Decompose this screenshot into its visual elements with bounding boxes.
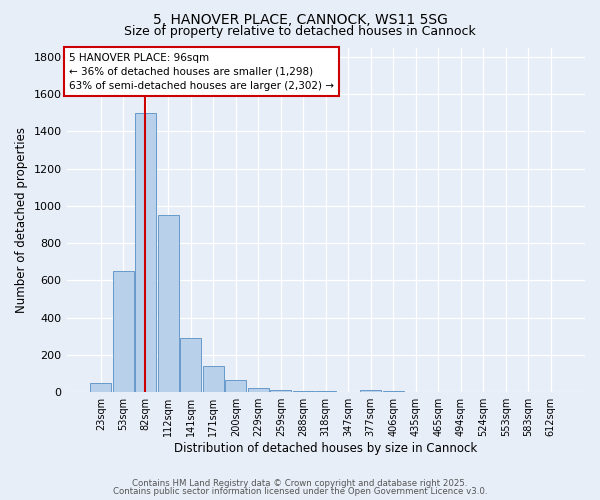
Bar: [203, 366, 224, 392]
Bar: [113, 271, 134, 392]
Text: 5, HANOVER PLACE, CANNOCK, WS11 5SG: 5, HANOVER PLACE, CANNOCK, WS11 5SG: [152, 12, 448, 26]
Bar: [360, 390, 382, 392]
Text: Contains public sector information licensed under the Open Government Licence v3: Contains public sector information licen…: [113, 487, 487, 496]
Bar: [225, 380, 247, 392]
Y-axis label: Number of detached properties: Number of detached properties: [15, 127, 28, 313]
Bar: [90, 383, 112, 392]
Text: Size of property relative to detached houses in Cannock: Size of property relative to detached ho…: [124, 25, 476, 38]
Text: Contains HM Land Registry data © Crown copyright and database right 2025.: Contains HM Land Registry data © Crown c…: [132, 478, 468, 488]
Bar: [248, 388, 269, 392]
Bar: [180, 338, 202, 392]
Bar: [158, 215, 179, 392]
Bar: [270, 390, 292, 392]
Text: 5 HANOVER PLACE: 96sqm
← 36% of detached houses are smaller (1,298)
63% of semi-: 5 HANOVER PLACE: 96sqm ← 36% of detached…: [69, 52, 334, 90]
X-axis label: Distribution of detached houses by size in Cannock: Distribution of detached houses by size …: [174, 442, 478, 455]
Bar: [135, 112, 157, 392]
